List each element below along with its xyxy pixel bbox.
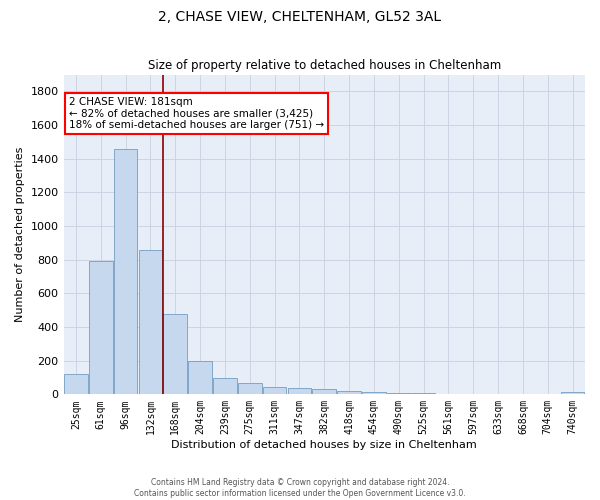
Bar [139,250,162,394]
Bar [362,392,386,394]
Bar [387,392,410,394]
Y-axis label: Number of detached properties: Number of detached properties [15,147,25,322]
Bar [64,374,88,394]
Bar [263,387,286,394]
Text: 2, CHASE VIEW, CHELTENHAM, GL52 3AL: 2, CHASE VIEW, CHELTENHAM, GL52 3AL [158,10,442,24]
Bar [188,360,212,394]
Bar [238,384,262,394]
Text: Contains HM Land Registry data © Crown copyright and database right 2024.
Contai: Contains HM Land Registry data © Crown c… [134,478,466,498]
Bar [287,388,311,394]
X-axis label: Distribution of detached houses by size in Cheltenham: Distribution of detached houses by size … [172,440,477,450]
Bar [337,390,361,394]
Bar [114,148,137,394]
Bar [213,378,237,394]
Bar [163,314,187,394]
Bar [561,392,584,394]
Title: Size of property relative to detached houses in Cheltenham: Size of property relative to detached ho… [148,59,501,72]
Bar [313,390,336,394]
Bar [89,260,113,394]
Text: 2 CHASE VIEW: 181sqm
← 82% of detached houses are smaller (3,425)
18% of semi-de: 2 CHASE VIEW: 181sqm ← 82% of detached h… [69,97,324,130]
